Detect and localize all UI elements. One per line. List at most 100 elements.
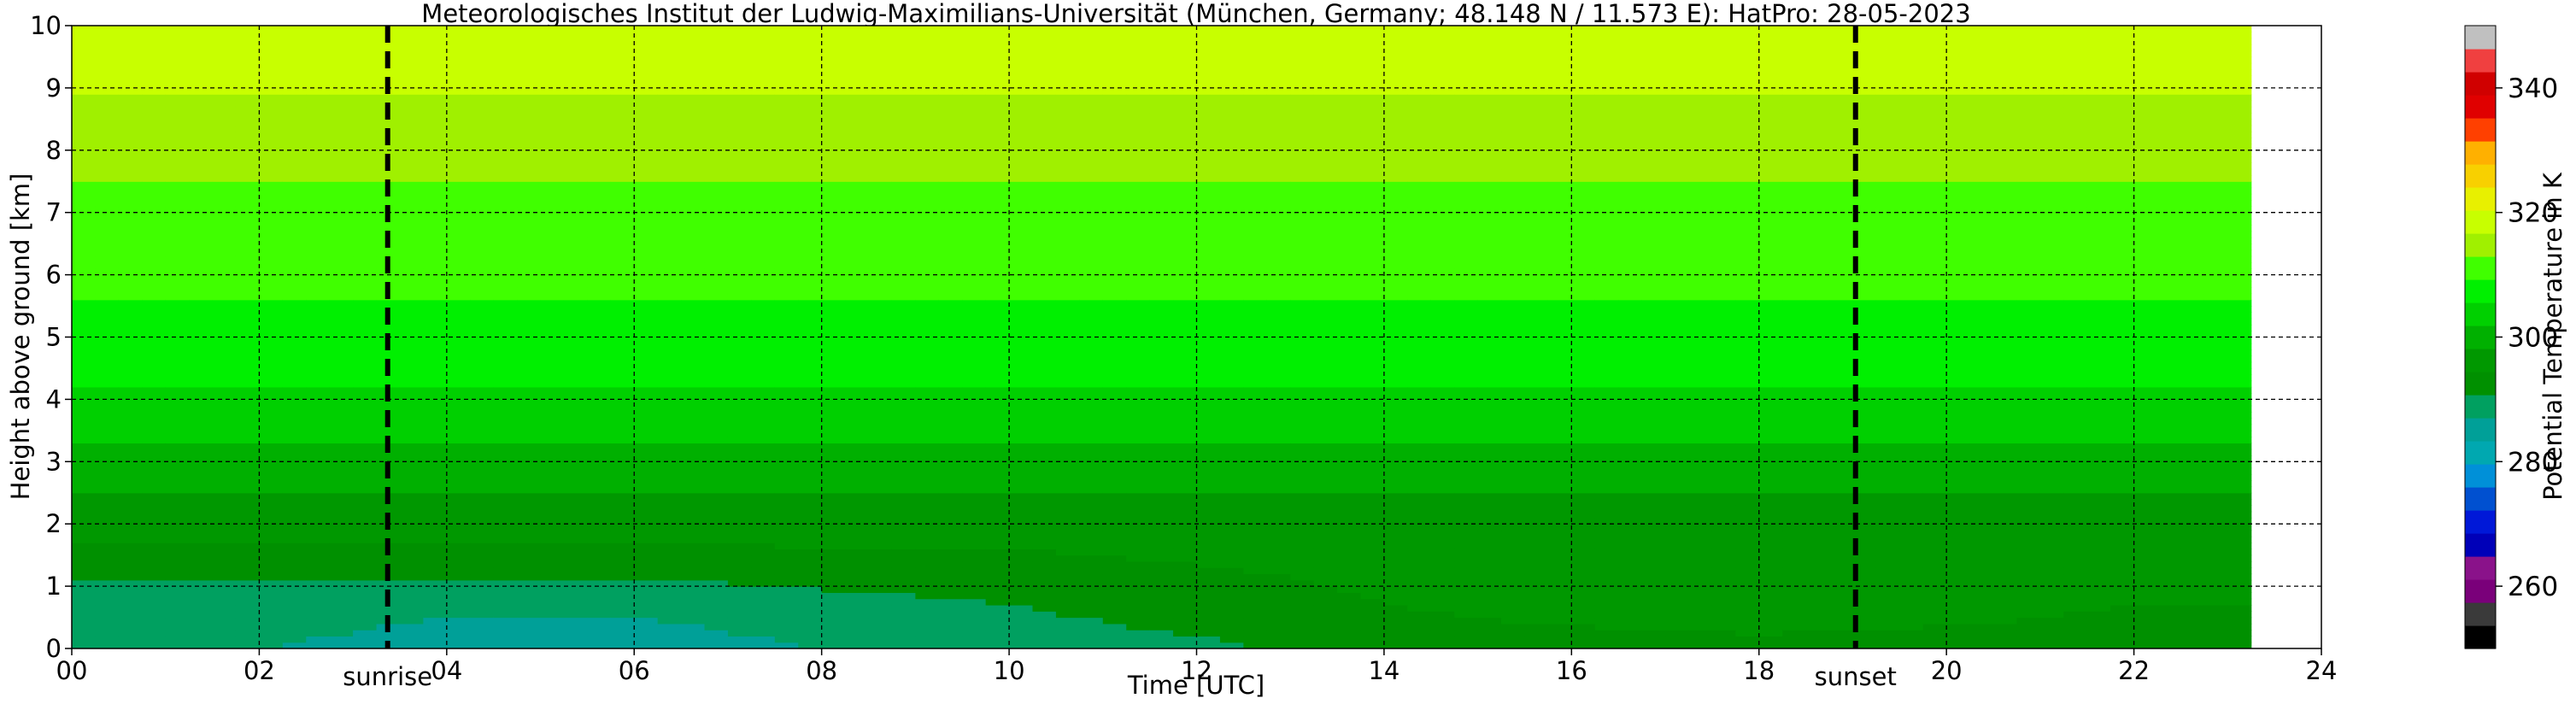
- heatmap-cell: [1102, 586, 1127, 593]
- heatmap-cell: [868, 380, 893, 388]
- heatmap-cell: [915, 424, 940, 431]
- heatmap-cell: [798, 255, 823, 263]
- heatmap-cell: [95, 424, 120, 431]
- heatmap-cell: [751, 293, 776, 301]
- heatmap-cell: [1079, 337, 1104, 344]
- heatmap-cell: [563, 181, 588, 189]
- heatmap-cell: [1055, 586, 1080, 593]
- heatmap-cell: [891, 642, 916, 648]
- heatmap-cell: [399, 280, 425, 288]
- heatmap-cell: [446, 461, 471, 469]
- heatmap-cell: [1009, 480, 1034, 488]
- heatmap-cell: [681, 511, 706, 519]
- heatmap-cell: [657, 206, 682, 214]
- heatmap-cell: [1149, 81, 1174, 89]
- heatmap-cell: [727, 554, 752, 562]
- heatmap-cell: [1102, 349, 1127, 356]
- heatmap-cell: [306, 473, 331, 481]
- heatmap-cell: [985, 331, 1010, 338]
- heatmap-cell: [517, 268, 542, 276]
- heatmap-cell: [259, 144, 284, 151]
- heatmap-cell: [610, 212, 635, 220]
- heatmap-cell: [1196, 579, 1221, 587]
- heatmap-cell: [868, 455, 893, 462]
- heatmap-cell: [353, 306, 378, 313]
- heatmap-cell: [95, 592, 120, 600]
- heatmap-cell: [798, 206, 823, 214]
- heatmap-cell: [1126, 262, 1151, 269]
- heatmap-cell: [563, 579, 588, 587]
- heatmap-cell: [212, 530, 237, 537]
- heatmap-cell: [610, 473, 635, 481]
- heatmap-cell: [259, 411, 284, 419]
- heatmap-cell: [235, 38, 261, 45]
- heatmap-cell: [1196, 505, 1221, 513]
- heatmap-cell: [1079, 150, 1104, 157]
- heatmap-cell: [1055, 374, 1080, 382]
- heatmap-cell: [845, 380, 870, 388]
- heatmap-cell: [142, 94, 167, 102]
- heatmap-cell: [353, 480, 378, 488]
- heatmap-cell: [751, 411, 776, 419]
- heatmap-cell: [517, 418, 542, 425]
- heatmap-cell: [399, 106, 425, 114]
- heatmap-cell: [329, 536, 354, 543]
- heatmap-cell: [1055, 604, 1080, 612]
- heatmap-cell: [423, 138, 448, 145]
- heatmap-cell: [1219, 324, 1244, 331]
- heatmap-cell: [282, 324, 307, 331]
- heatmap-cell: [1055, 642, 1080, 648]
- heatmap-cell: [306, 50, 331, 58]
- heatmap-cell: [821, 592, 846, 600]
- heatmap-cell: [165, 374, 190, 382]
- heatmap-cell: [329, 212, 354, 220]
- heatmap-cell: [704, 424, 729, 431]
- heatmap-cell: [306, 437, 331, 444]
- heatmap-cell: [470, 630, 495, 637]
- heatmap-cell: [751, 642, 776, 648]
- heatmap-cell: [1126, 349, 1151, 356]
- heatmap-cell: [470, 174, 495, 182]
- heatmap-cell: [727, 411, 752, 419]
- heatmap-cell: [142, 467, 167, 475]
- heatmap-cell: [1032, 156, 1057, 163]
- heatmap-cell: [282, 492, 307, 500]
- heatmap-cell: [1102, 218, 1127, 226]
- heatmap-cell: [399, 193, 425, 201]
- heatmap-cell: [165, 138, 190, 145]
- heatmap-cell: [1055, 206, 1080, 214]
- heatmap-cell: [95, 231, 120, 238]
- heatmap-cell: [189, 418, 214, 425]
- heatmap-cell: [446, 255, 471, 263]
- heatmap-cell: [727, 138, 752, 145]
- heatmap-cell: [751, 424, 776, 431]
- heatmap-cell: [681, 560, 706, 568]
- heatmap-cell: [517, 187, 542, 195]
- heatmap-cell: [235, 486, 261, 494]
- heatmap-cell: [634, 299, 659, 307]
- heatmap-cell: [1196, 367, 1221, 375]
- heatmap-cell: [563, 69, 588, 76]
- heatmap-cell: [399, 156, 425, 163]
- heatmap-cell: [423, 405, 448, 413]
- heatmap-cell: [446, 113, 471, 120]
- heatmap-cell: [95, 212, 120, 220]
- heatmap-cell: [681, 405, 706, 413]
- heatmap-cell: [1173, 231, 1198, 238]
- heatmap-cell: [681, 567, 706, 575]
- heatmap-cell: [868, 573, 893, 581]
- heatmap-cell: [493, 430, 518, 437]
- heatmap-cell: [634, 592, 659, 600]
- heatmap-cell: [1173, 156, 1198, 163]
- heatmap-cell: [821, 604, 846, 612]
- heatmap-cell: [985, 560, 1010, 568]
- heatmap-cell: [751, 418, 776, 425]
- heatmap-cell: [774, 150, 799, 157]
- heatmap-cell: [727, 206, 752, 214]
- heatmap-cell: [1055, 212, 1080, 220]
- heatmap-cell: [774, 461, 799, 469]
- heatmap-cell: [634, 623, 659, 631]
- heatmap-cell: [165, 418, 190, 425]
- heatmap-cell: [1196, 337, 1221, 344]
- heatmap-cell: [1102, 337, 1127, 344]
